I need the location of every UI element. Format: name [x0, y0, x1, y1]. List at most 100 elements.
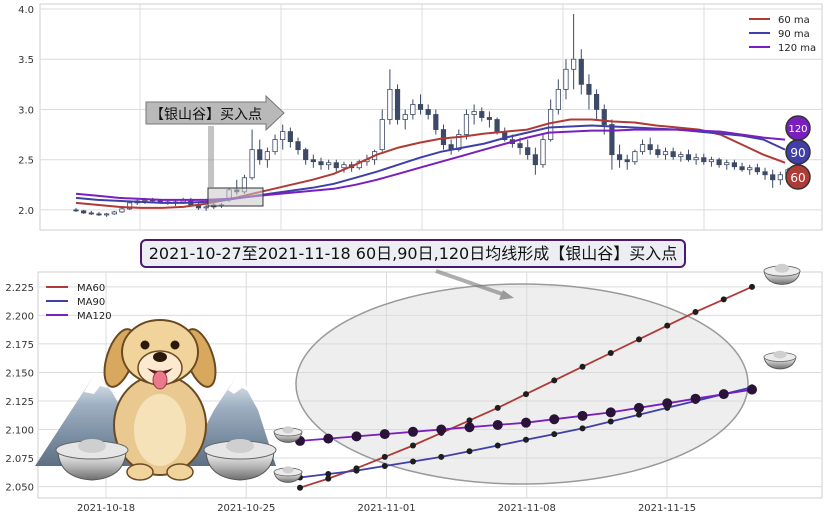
candle-body	[326, 162, 332, 166]
ma-line-120-ma	[75, 128, 786, 201]
top-legend: 60 ma 90 ma 120 ma	[749, 15, 816, 54]
candle-body	[394, 88, 401, 120]
candle-body	[777, 174, 783, 181]
candle-body	[456, 134, 462, 151]
bottom-y-tick-label: 2.050	[5, 483, 34, 494]
candle-body	[739, 166, 745, 171]
mountain-snow-right	[228, 374, 250, 394]
candle-body	[571, 58, 577, 70]
candle-body	[639, 144, 646, 153]
highlight-ellipse	[295, 283, 749, 485]
bottom-marker-MA120	[747, 384, 757, 395]
candle-body	[586, 83, 592, 95]
top-chart: 2.0 2.5 3.0 3.5 4.0 【银山谷】买入点 60 ma 90 ma 120…	[18, 3, 823, 231]
candle-body	[670, 151, 676, 158]
dog-icon	[103, 319, 217, 481]
candle-body	[532, 154, 538, 166]
ingot-bump	[774, 263, 790, 273]
callout-arrow-shape	[145, 94, 285, 132]
candle-body	[770, 174, 776, 181]
candle-body	[88, 212, 94, 215]
ingot-left-bump	[78, 439, 106, 453]
ingot-bump	[282, 426, 294, 434]
candle-body	[410, 104, 416, 115]
silver-ingot-icon	[763, 350, 797, 370]
bottom-marker-MA60	[410, 442, 416, 449]
candle-body	[249, 149, 255, 179]
silver-ingot-icon	[273, 426, 303, 443]
candle-body	[126, 202, 133, 210]
candle-body	[716, 159, 722, 166]
candle-body	[303, 149, 309, 161]
ingot-bump	[282, 466, 294, 474]
bottom-marker-MA60	[523, 391, 529, 398]
bottom-marker-MA90	[523, 436, 529, 443]
bottom-marker-MA90	[438, 453, 445, 460]
bottom-marker-MA120	[521, 417, 531, 428]
candle-body	[693, 157, 699, 161]
bottom-marker-MA120	[492, 419, 503, 430]
candle-body	[272, 139, 278, 153]
bottom-marker-MA120	[577, 410, 588, 421]
dog-tongue	[152, 370, 168, 390]
silver-ingot-icon	[273, 466, 303, 483]
bottom-marker-MA60	[720, 296, 727, 303]
bottom-marker-MA60	[381, 453, 388, 460]
candle-body	[471, 111, 477, 115]
bottom-marker-MA60	[325, 475, 332, 482]
bottom-marker-MA60	[297, 484, 303, 491]
candle-body	[609, 124, 615, 156]
candle-body	[540, 139, 546, 166]
candle-body	[578, 58, 584, 85]
bottom-marker-MA90	[466, 448, 473, 455]
candle-body	[632, 151, 638, 163]
line-end-ingots	[273, 263, 801, 483]
bottom-y-tick-label: 2.175	[5, 340, 34, 351]
bottom-legend: MA60 MA90 MA120	[46, 283, 112, 322]
bottom-marker-MA90	[494, 442, 501, 449]
bottom-x-tick-label: 2021-11-01	[357, 503, 415, 514]
badge-60-circle	[785, 164, 811, 190]
candle-body	[287, 131, 293, 143]
dog-paw-right	[166, 463, 194, 481]
candle-body	[463, 114, 470, 135]
bottom-marker-MA90	[551, 431, 558, 438]
bottom-marker-MA120	[634, 402, 644, 413]
candle-body	[624, 159, 630, 163]
bottom-y-axis: 2.050 2.075 2.100 2.125 2.150 2.175 2.200 2.225	[5, 283, 34, 494]
bottom-y-tick-label: 2.100	[5, 426, 34, 437]
bottom-marker-MA60	[664, 322, 671, 329]
bottom-y-tick-label: 2.150	[5, 368, 34, 379]
crossing-highlight-box	[207, 187, 264, 207]
ingot-bump	[773, 350, 787, 359]
callout-label: 【银山谷】买入点	[150, 107, 262, 123]
silver-ingot-icon	[763, 263, 801, 285]
badge-90-label: 90	[790, 146, 805, 160]
bottom-marker-MA120	[323, 433, 334, 444]
candle-body	[616, 154, 623, 161]
bottom-marker-MA90	[381, 463, 388, 470]
candle-body	[295, 141, 301, 151]
top-y-tick-label: 2.5	[18, 156, 34, 167]
bottom-marker-MA90	[579, 425, 586, 432]
badge-60-label: 60	[790, 171, 805, 185]
bottom-chart: 2.050 2.075 2.100 2.125 2.150 2.175 2.200 2.225…	[5, 263, 823, 514]
top-y-tick-label: 3.0	[18, 105, 34, 116]
bottom-x-tick-label: 2021-11-08	[498, 503, 556, 514]
top-candlesticks	[73, 14, 791, 217]
candle-body	[280, 131, 286, 140]
bottom-marker-MA60	[607, 350, 614, 357]
legend-label-ma60: MA60	[77, 283, 105, 294]
candle-body	[264, 151, 270, 161]
ingot-right-bump	[226, 439, 254, 453]
bottom-x-tick-label: 2021-11-15	[638, 503, 696, 514]
candle-body	[548, 109, 554, 141]
candle-body	[517, 143, 523, 149]
candle-body	[731, 162, 738, 168]
bottom-marker-MA120	[718, 389, 729, 400]
dog-eye-left	[140, 340, 150, 350]
bottom-marker-MA90	[410, 458, 416, 465]
bottom-marker-MA120	[549, 414, 560, 425]
candle-body	[494, 119, 500, 132]
